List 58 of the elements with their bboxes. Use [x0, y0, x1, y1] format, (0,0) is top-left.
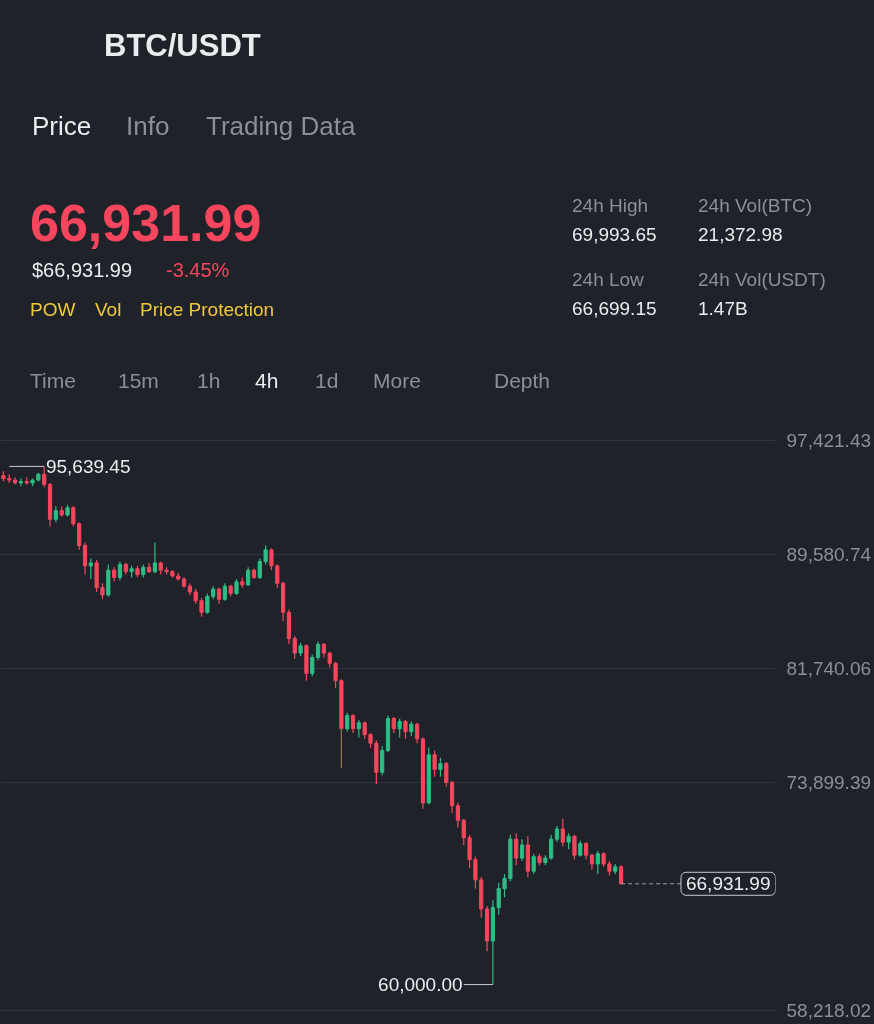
chart-title: BTC/USDT — [104, 27, 261, 65]
text: 66,699.15 — [572, 297, 657, 321]
candlestick — [519, 838, 525, 862]
candlestick — [152, 541, 158, 574]
text: Vol — [95, 298, 122, 322]
text: $66,931.99 — [32, 258, 133, 283]
candlestick — [88, 557, 93, 580]
text: Depth — [494, 368, 551, 394]
candlestick — [380, 745, 385, 776]
text: 4h — [255, 368, 279, 394]
y-tick-label: 81,740.06 — [786, 657, 872, 679]
text: -3.45% — [166, 258, 230, 283]
candlestick — [345, 712, 350, 733]
text: Info — [126, 110, 170, 143]
annotation: 60,000.00 — [378, 974, 463, 996]
candlestick — [199, 597, 204, 618]
text: 69,993.65 — [572, 223, 657, 247]
candlestick — [572, 834, 577, 861]
text: 15m — [118, 368, 159, 394]
candlestick — [450, 780, 455, 814]
candlestick — [444, 761, 449, 788]
candlestick — [42, 465, 47, 488]
candlestick — [82, 541, 88, 576]
text: POW — [30, 298, 76, 322]
candlestick — [514, 832, 519, 866]
text: Trading Data — [206, 110, 356, 143]
candlestick — [432, 749, 437, 778]
text: 1.47B — [698, 297, 748, 321]
candlestick — [595, 850, 600, 875]
candlestick — [415, 722, 420, 744]
candlestick — [397, 717, 402, 739]
candlestick — [560, 818, 565, 848]
y-tick-label: 58,218.02 — [786, 999, 872, 1021]
y-tick-label: 89,580.74 — [786, 543, 872, 565]
text: More — [373, 368, 421, 394]
text: 24h Vol(BTC) — [698, 194, 813, 218]
candlestick — [350, 713, 356, 734]
text: Price Protection — [140, 298, 275, 322]
y-tick-label: 73,899.39 — [786, 771, 872, 793]
text: Price — [32, 110, 92, 143]
candlestick — [292, 635, 297, 660]
candlestick — [246, 566, 251, 587]
candlestick — [403, 719, 408, 740]
text: 24h High — [572, 194, 649, 218]
text: 66,931.99 — [30, 193, 262, 254]
annotation: 95,639.45 — [45, 455, 131, 477]
candlestick — [531, 853, 536, 875]
candlestick — [438, 757, 443, 778]
text: Time — [30, 368, 76, 394]
candlestick — [117, 560, 123, 581]
candlestick — [356, 719, 361, 739]
ref-line-label: 66,931.99 — [685, 873, 771, 895]
text: 1h — [197, 368, 221, 394]
text: 21,372.98 — [698, 223, 783, 247]
text: 24h Vol(USDT) — [698, 268, 826, 292]
text: 24h Low — [572, 268, 644, 292]
text: 1d — [315, 368, 339, 394]
y-tick-label: 97,421.43 — [786, 429, 872, 451]
